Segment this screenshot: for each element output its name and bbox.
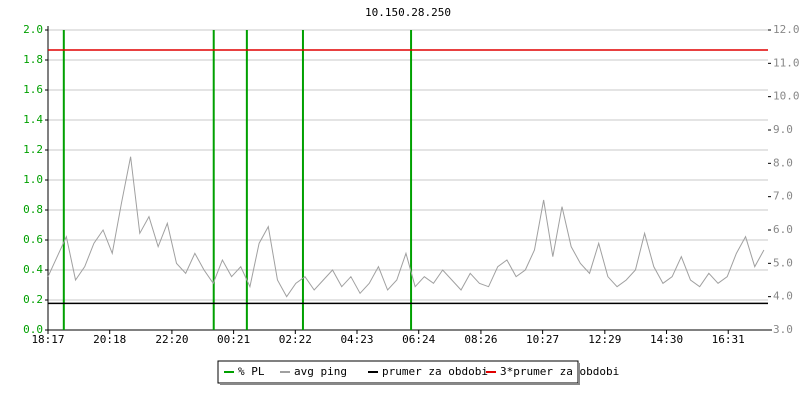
x-tick-label: 14:30 [650, 333, 683, 346]
y-tick-label: 0.8 [23, 203, 43, 216]
x-tick-label: 16:31 [712, 333, 745, 346]
legend-label: 3*prumer za obdobi [500, 365, 619, 378]
y-tick-label: 0.6 [23, 233, 43, 246]
y-tick-label: 1.0 [23, 173, 43, 186]
y-tick-label: 1.6 [23, 83, 43, 96]
legend-label: avg ping [294, 365, 347, 378]
y2-tick-label: 10.0 [773, 90, 800, 103]
y2-tick-label: 6.0 [773, 223, 793, 236]
legend-label: % PL [238, 365, 265, 378]
y2-tick-label: 7.0 [773, 190, 793, 203]
y-tick-label: 0.4 [23, 263, 43, 276]
series-line [47, 156, 765, 298]
x-tick-label: 22:20 [155, 333, 188, 346]
y2-tick-label: 3.0 [773, 323, 793, 336]
y2-tick-label: 9.0 [773, 123, 793, 136]
y-tick-label: 0.2 [23, 293, 43, 306]
chart-title: 10.150.28.250 [365, 6, 451, 19]
y-tick-label: 2.0 [23, 23, 43, 36]
x-tick-label: 06:24 [402, 333, 435, 346]
legend-label: prumer za obdobi [382, 365, 488, 378]
y-tick-label: 1.2 [23, 143, 43, 156]
x-tick-label: 04:23 [340, 333, 373, 346]
x-tick-label: 18:17 [31, 333, 64, 346]
y-tick-label: 1.8 [23, 53, 43, 66]
y2-tick-label: 8.0 [773, 156, 793, 169]
x-tick-label: 20:18 [93, 333, 126, 346]
x-tick-label: 00:21 [217, 333, 250, 346]
x-tick-label: 02:22 [279, 333, 312, 346]
y-tick-label: 1.4 [23, 113, 43, 126]
y2-tick-label: 5.0 [773, 256, 793, 269]
x-tick-label: 10:27 [526, 333, 559, 346]
x-tick-label: 12:29 [588, 333, 621, 346]
y-tick-label: 0.0 [23, 323, 43, 336]
x-tick-label: 08:26 [464, 333, 497, 346]
y2-tick-label: 4.0 [773, 290, 793, 303]
y2-tick-label: 11.0 [773, 56, 800, 69]
y2-tick-label: 12.0 [773, 23, 800, 36]
